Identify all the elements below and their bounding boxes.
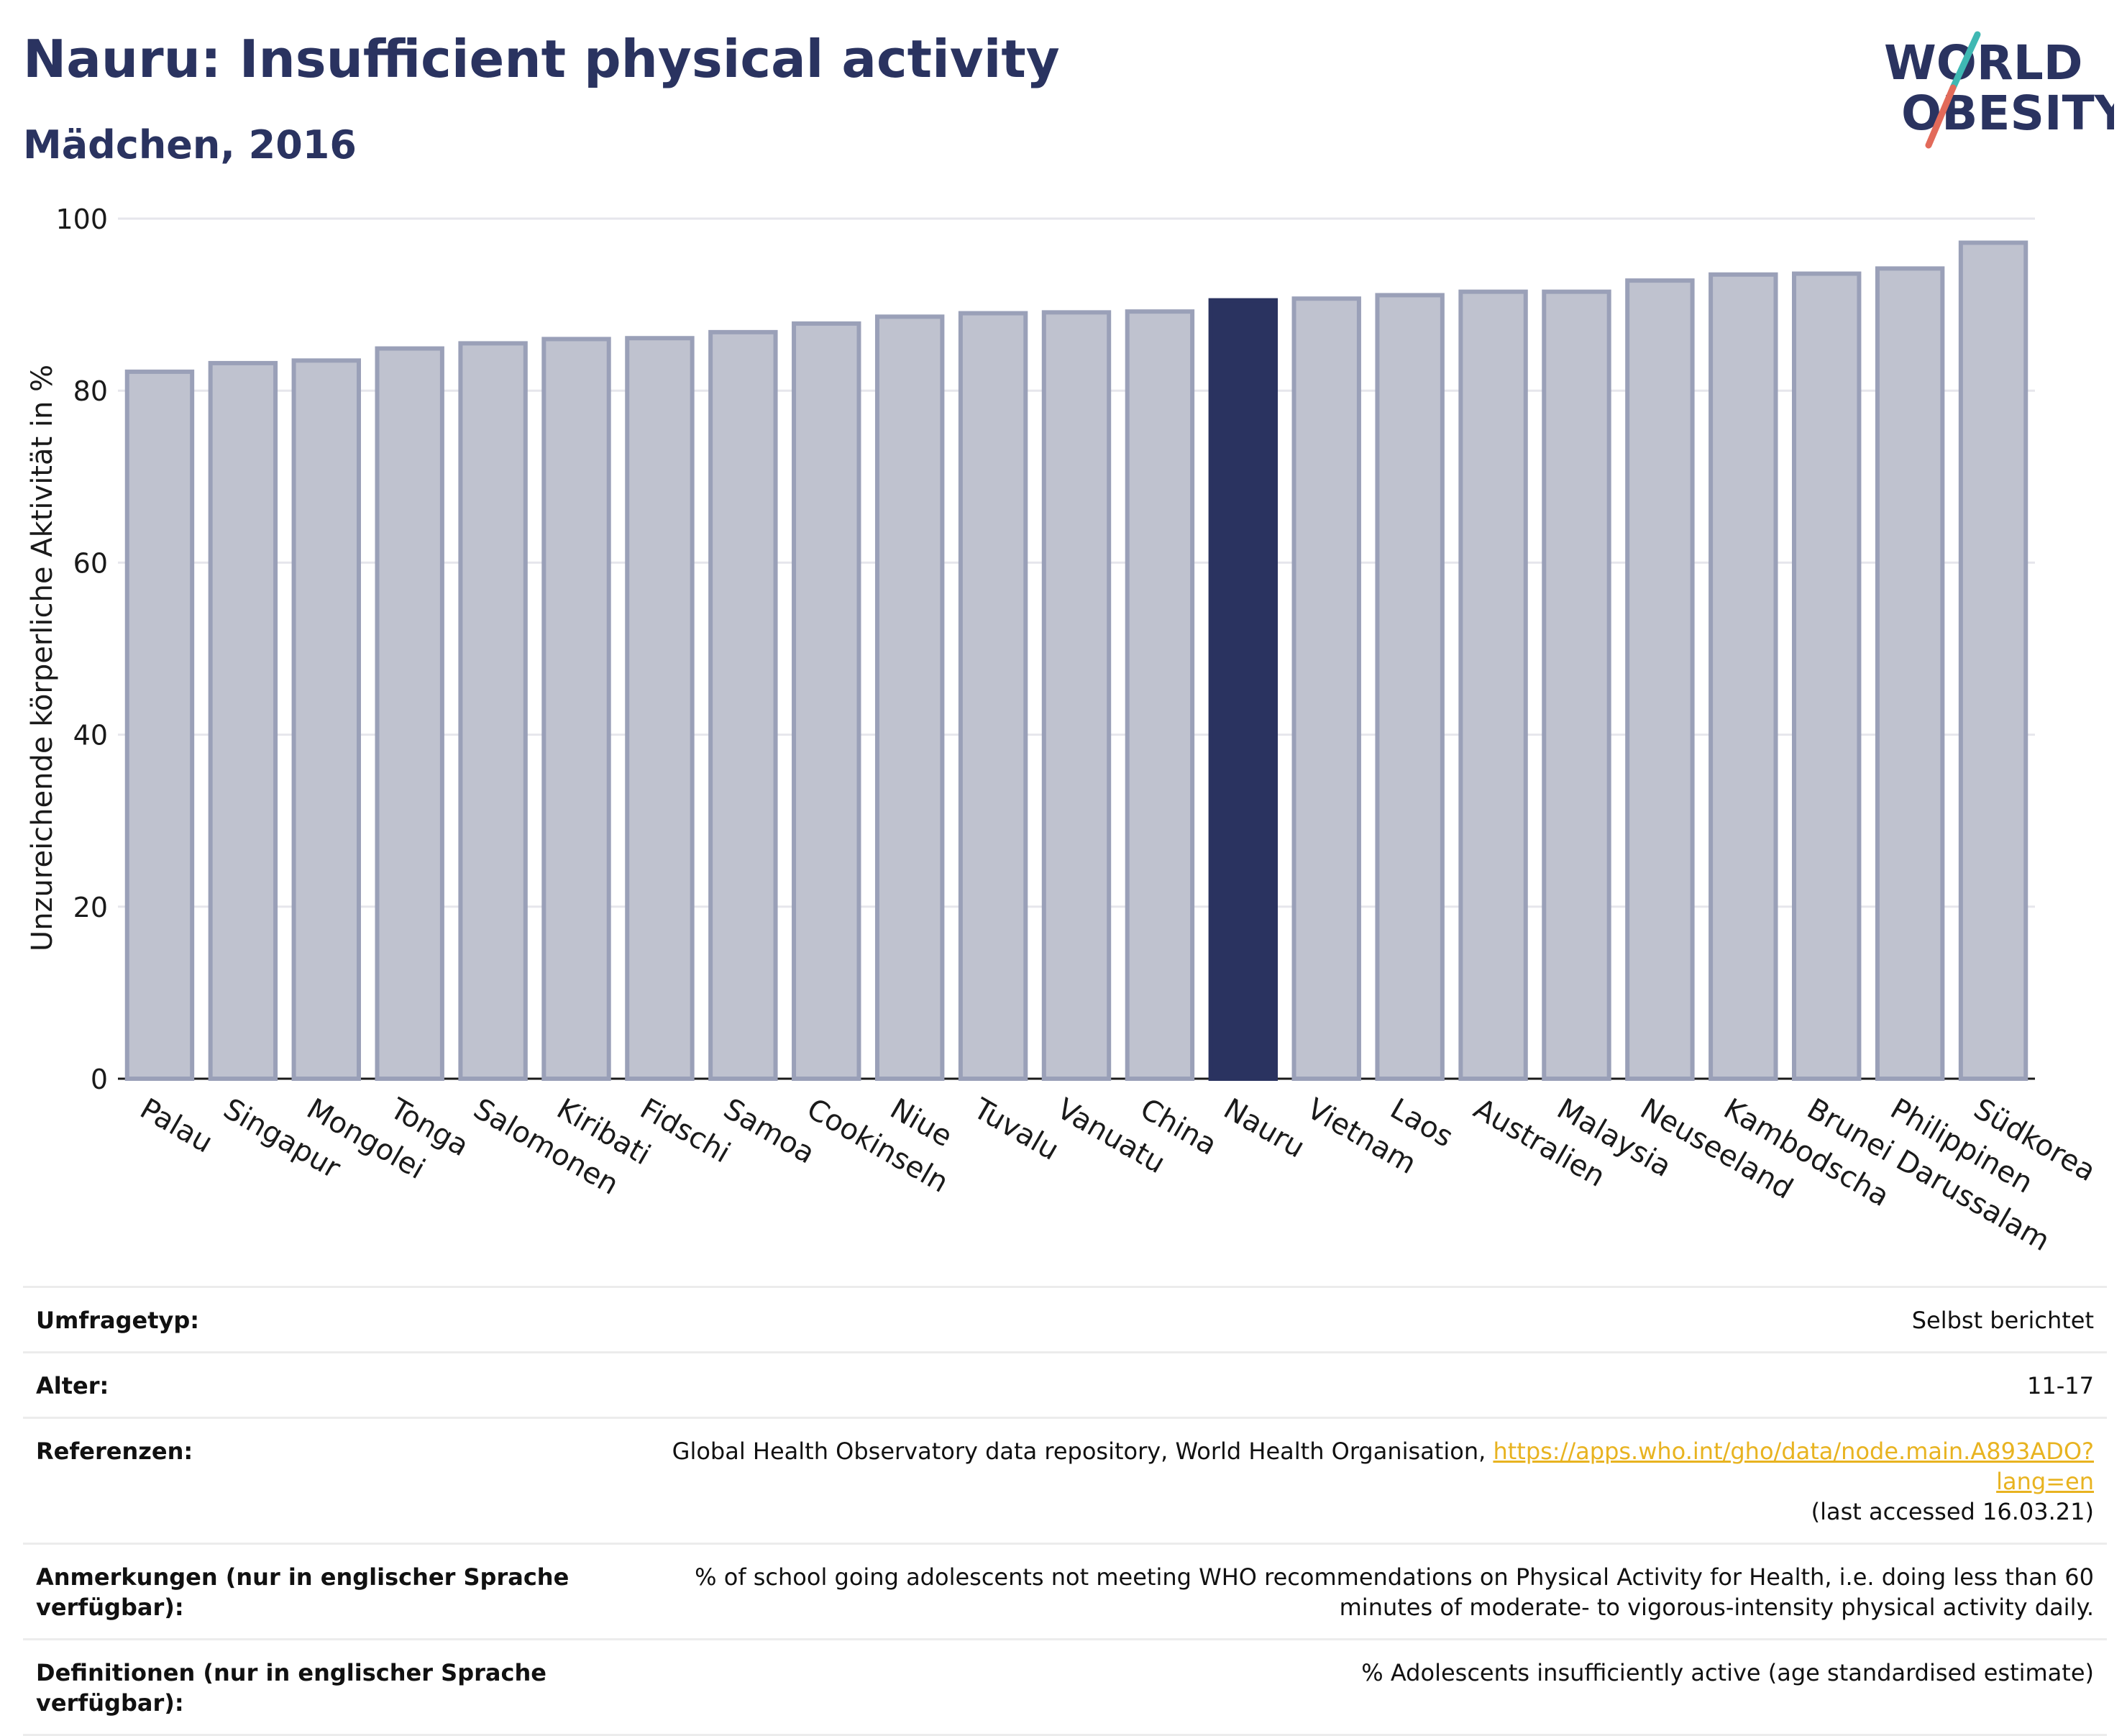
info-value: Selbst berichtet xyxy=(1912,1305,2094,1335)
bar-kambodscha xyxy=(1709,272,1778,1081)
y-tick-label: 100 xyxy=(55,204,108,235)
bar-cookinseln xyxy=(792,321,861,1081)
bar-brunei-darussalam xyxy=(1792,271,1862,1082)
info-label: Referenzen: xyxy=(36,1438,193,1465)
bar-tonga xyxy=(375,346,444,1081)
x-tick-label: Nauru xyxy=(1218,1092,1310,1165)
info-value: Global Health Observatory data repositor… xyxy=(598,1436,2094,1527)
info-row: Referenzen: Global Health Observatory dat… xyxy=(23,1417,2107,1543)
info-label: Umfragetyp: xyxy=(36,1307,200,1334)
reference-link[interactable]: https://apps.who.int/gho/data/node.main.… xyxy=(1493,1438,2094,1495)
bar-philippinen xyxy=(1875,266,1945,1081)
bar-nauru xyxy=(1208,298,1279,1081)
bar-südkorea xyxy=(1958,240,2028,1081)
info-value-text: Selbst berichtet xyxy=(1911,1307,2094,1334)
bar-singapur xyxy=(208,360,278,1082)
info-label: Alter: xyxy=(36,1372,109,1399)
y-tick-label: 60 xyxy=(73,547,108,579)
x-tick-label: Palau xyxy=(134,1092,218,1160)
info-value-note: (last accessed 16.03.21) xyxy=(1811,1498,2094,1525)
info-row: Umfragetyp: Selbst berichtet xyxy=(23,1286,2107,1351)
y-tick-label: 40 xyxy=(73,720,108,751)
bar-tuvalu xyxy=(958,311,1028,1081)
bar-china xyxy=(1125,309,1195,1082)
info-value-text: Global Health Observatory data repositor… xyxy=(672,1438,1494,1465)
logo-line1: WORLD xyxy=(1884,35,2083,91)
world-obesity-logo: WORLD OBESITY xyxy=(1884,31,2114,149)
bar-malaysia xyxy=(1542,289,1611,1081)
y-axis-label: Unzureichende körperliche Aktivität in % xyxy=(26,365,59,951)
bar-palau xyxy=(124,369,195,1081)
bar-vietnam xyxy=(1291,296,1361,1081)
info-row: Alter: 11-17 xyxy=(23,1351,2107,1417)
chart-subtitle: Mädchen, 2016 xyxy=(23,122,357,168)
x-tick-label: Samoa xyxy=(718,1092,820,1171)
info-value-text: 11-17 xyxy=(2027,1372,2094,1399)
info-value-text: % Adolescents insufficiently active (age… xyxy=(1361,1659,2094,1686)
bar-vanuatu xyxy=(1041,310,1112,1081)
bar-salomonen xyxy=(458,341,528,1082)
bar-chart: 0 20 40 60 80 100 Palau SingapurMongoleiTongaS… xyxy=(26,204,2101,1258)
bar-samoa xyxy=(708,329,778,1082)
info-table: Umfragetyp: Selbst berichtet Alter: 11-17 Re… xyxy=(23,1286,2107,1736)
logo-slash-top xyxy=(1949,31,1981,91)
logo-slash-bottom xyxy=(1925,84,1957,149)
x-tick-label: Fidschi xyxy=(634,1092,736,1170)
x-tick-label: Tuvalu xyxy=(967,1092,1064,1167)
bar-australien xyxy=(1458,289,1528,1081)
bars xyxy=(124,240,2028,1082)
chart-title: Nauru: Insufficient physical activity xyxy=(23,29,1060,89)
info-value: % Adolescents insufficiently active (age… xyxy=(1361,1658,2094,1688)
info-value: % of school going adolescents not meetin… xyxy=(598,1562,2094,1622)
bar-kiribati xyxy=(541,337,611,1082)
bar-neuseeland xyxy=(1625,278,1695,1081)
y-tick-labels: 0 20 40 60 80 100 xyxy=(55,204,108,1095)
y-tick-label: 0 xyxy=(91,1064,108,1095)
bar-fidschi xyxy=(625,336,695,1081)
y-tick-label: 80 xyxy=(73,375,108,407)
bar-laos xyxy=(1375,293,1445,1082)
y-tick-label: 20 xyxy=(73,892,108,923)
info-row: Anmerkungen (nur in englischer Sprache v… xyxy=(23,1543,2107,1638)
bar-niue xyxy=(874,314,945,1081)
info-value: 11-17 xyxy=(2027,1371,2094,1401)
info-label: Anmerkungen (nur in englischer Sprache v… xyxy=(36,1563,570,1621)
x-tick-labels: Palau SingapurMongoleiTongaSalomonenKirib… xyxy=(134,1092,2101,1258)
info-row: Definitionen (nur in englischer Sprache … xyxy=(23,1638,2107,1736)
info-label: Definitionen (nur in englischer Sprache … xyxy=(36,1659,546,1717)
bar-mongolei xyxy=(291,358,361,1081)
info-value-text: % of school going adolescents not meetin… xyxy=(695,1563,2094,1621)
